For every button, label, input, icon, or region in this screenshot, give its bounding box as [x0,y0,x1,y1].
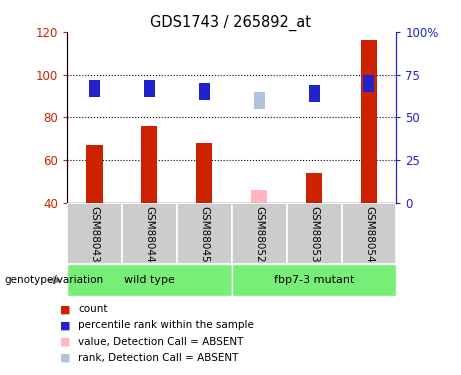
Text: ■: ■ [60,304,71,314]
Text: genotype/variation: genotype/variation [5,275,104,285]
Text: fbp7-3 mutant: fbp7-3 mutant [274,275,354,285]
Bar [86,145,102,202]
Bar [144,80,155,97]
Bar [231,202,287,264]
Bar [363,75,374,92]
Text: GSM88043: GSM88043 [89,206,99,263]
Bar [196,143,213,202]
Bar [67,264,231,296]
Bar [342,202,396,264]
Text: count: count [78,304,108,314]
Bar [251,190,267,202]
Text: GSM88052: GSM88052 [254,206,264,263]
Text: percentile rank within the sample: percentile rank within the sample [78,321,254,330]
Bar [308,85,319,102]
Bar [287,202,342,264]
Bar [141,126,158,202]
Bar [122,202,177,264]
Text: GSM88044: GSM88044 [144,206,154,263]
Text: GSM88053: GSM88053 [309,206,319,263]
Bar [199,83,210,100]
Text: ■: ■ [60,337,71,346]
Text: GSM88054: GSM88054 [364,206,374,263]
Bar [67,202,122,264]
Text: rank, Detection Call = ABSENT: rank, Detection Call = ABSENT [78,353,239,363]
Bar [254,92,265,109]
Text: GSM88045: GSM88045 [199,206,209,263]
Text: ■: ■ [60,321,71,330]
Bar [89,80,100,97]
Text: wild type: wild type [124,275,175,285]
Text: ■: ■ [60,353,71,363]
Bar [361,40,377,203]
Text: value, Detection Call = ABSENT: value, Detection Call = ABSENT [78,337,244,346]
Bar [231,264,396,296]
Bar [177,202,231,264]
Bar [306,172,322,202]
Text: GDS1743 / 265892_at: GDS1743 / 265892_at [150,15,311,31]
